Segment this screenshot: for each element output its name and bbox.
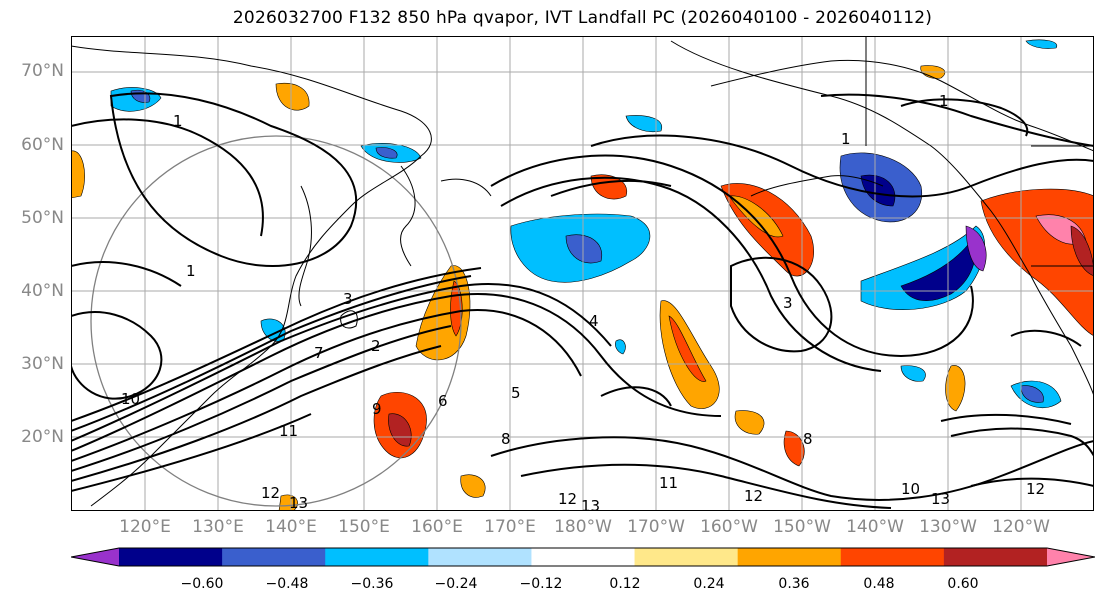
colorbar-outline bbox=[71, 547, 1095, 567]
lon-label-160w: 160°W bbox=[700, 517, 758, 537]
contour-label: 13 bbox=[289, 494, 308, 511]
contour-label: 12 bbox=[261, 484, 280, 502]
positive-anomaly-region bbox=[275, 82, 310, 111]
negative-anomaly-region bbox=[965, 225, 987, 272]
positive-anomaly-region bbox=[460, 474, 486, 498]
colorbar-extend-high bbox=[1047, 548, 1095, 566]
lat-label-50n: 50°N bbox=[21, 208, 64, 228]
colorbar-bin bbox=[737, 548, 842, 566]
contour-label: 4 bbox=[589, 312, 599, 330]
positive-anomaly-region bbox=[278, 494, 298, 511]
positive-anomaly-region bbox=[388, 413, 412, 447]
contour-label: 1 bbox=[186, 262, 196, 280]
colorbar-tick-label: −0.60 bbox=[180, 576, 224, 592]
contour-label: 2 bbox=[371, 337, 381, 355]
lat-label-30n: 30°N bbox=[21, 354, 64, 374]
graticule bbox=[71, 36, 1094, 511]
contour-label: 11 bbox=[279, 422, 298, 440]
colorbar-bin bbox=[222, 548, 326, 566]
colorbar-tick-label: 0.60 bbox=[947, 576, 979, 592]
lon-label-120e: 120°E bbox=[119, 517, 171, 537]
lon-label-120w: 120°W bbox=[992, 517, 1050, 537]
colorbar-tick-label: −0.12 bbox=[519, 576, 563, 592]
lat-label-70n: 70°N bbox=[21, 61, 64, 81]
contour-label: 10 bbox=[901, 480, 920, 498]
contour-label-group: 1 1 1 1 2 3 3 4 5 6 7 8 8 9 10 11 11 12 … bbox=[121, 92, 1045, 511]
positive-anomaly-region bbox=[1070, 225, 1094, 277]
colorbar-tick-label: −0.48 bbox=[265, 576, 309, 592]
colorbar-extend-low bbox=[71, 548, 119, 566]
coastlines bbox=[71, 36, 1094, 507]
contour-label: 3 bbox=[783, 294, 793, 312]
contour-label: 9 bbox=[372, 400, 382, 418]
contour-label: 11 bbox=[659, 474, 678, 492]
contour-label: 13 bbox=[581, 497, 600, 511]
positive-anomaly-region bbox=[945, 365, 966, 412]
negative-anomaly-region bbox=[375, 147, 398, 159]
map-canvas: 1 1 1 1 2 3 3 4 5 6 7 8 8 9 10 11 11 12 … bbox=[71, 36, 1094, 511]
negative-anomaly-region bbox=[1020, 385, 1044, 403]
lon-label-180w: 180°W bbox=[554, 517, 612, 537]
colorbar-bin bbox=[840, 548, 945, 566]
negative-anomaly-region bbox=[615, 339, 626, 355]
colorbar-bin bbox=[119, 548, 223, 566]
lon-label-140e: 140°E bbox=[265, 517, 317, 537]
negative-anomaly-region bbox=[900, 365, 926, 382]
positive-anomaly-region bbox=[71, 150, 85, 199]
contour-label: 7 bbox=[314, 344, 324, 362]
contour-label: 10 bbox=[121, 390, 140, 408]
lon-label-140w: 140°W bbox=[846, 517, 904, 537]
contour-label: 13 bbox=[931, 490, 950, 508]
colorbar-tick-label: 0.36 bbox=[778, 576, 810, 592]
contour-label: 6 bbox=[438, 392, 448, 410]
lon-label-170w: 170°W bbox=[627, 517, 685, 537]
contour-label: 3 bbox=[343, 290, 353, 308]
colorbar-bin bbox=[943, 548, 1048, 566]
colorbar-tick-label: −0.36 bbox=[350, 576, 394, 592]
reference-circle bbox=[90, 135, 462, 507]
colorbar-bin bbox=[531, 548, 636, 566]
colorbar-bin bbox=[428, 548, 532, 566]
ivt-contours bbox=[71, 92, 1094, 509]
lon-label-160e: 160°E bbox=[411, 517, 463, 537]
colorbar-tick-label: 0.24 bbox=[693, 576, 725, 592]
contour-label: 5 bbox=[511, 384, 521, 402]
shading-layer bbox=[71, 39, 1094, 511]
contour-label: 1 bbox=[173, 112, 183, 130]
contour-label: 12 bbox=[558, 490, 577, 508]
lon-label-130w: 130°W bbox=[919, 517, 977, 537]
positive-anomaly-region bbox=[734, 410, 765, 435]
contour-label: 1 bbox=[939, 92, 949, 110]
negative-anomaly-region bbox=[625, 115, 663, 133]
negative-anomaly-region bbox=[1025, 39, 1058, 49]
colorbar-tick-label: −0.24 bbox=[434, 576, 478, 592]
colorbar-tick-label: 0.48 bbox=[863, 576, 895, 592]
lat-label-20n: 20°N bbox=[21, 427, 64, 447]
contour-label: 12 bbox=[744, 487, 763, 505]
contour-label: 8 bbox=[803, 430, 813, 448]
colorbar-tick-label: 0.12 bbox=[609, 576, 641, 592]
contour-label: 8 bbox=[501, 430, 511, 448]
lat-label-40n: 40°N bbox=[21, 281, 64, 301]
contour-label: 1 bbox=[841, 130, 851, 148]
contour-label: 12 bbox=[1026, 480, 1045, 498]
colorbar bbox=[71, 547, 1095, 567]
positive-anomaly-region bbox=[668, 315, 707, 382]
lat-label-60n: 60°N bbox=[21, 135, 64, 155]
lon-label-170e: 170°E bbox=[484, 517, 536, 537]
map-title: 2026032700 F132 850 hPa qvapor, IVT Land… bbox=[232, 8, 933, 28]
colorbar-bin bbox=[325, 548, 429, 566]
lon-label-150w: 150°W bbox=[773, 517, 831, 537]
map-panel: 1 1 1 1 2 3 3 4 5 6 7 8 8 9 10 11 11 12 … bbox=[71, 36, 1094, 511]
colorbar-bin bbox=[634, 548, 739, 566]
positive-anomaly-region bbox=[783, 430, 805, 467]
lon-label-150e: 150°E bbox=[338, 517, 390, 537]
lon-label-130e: 130°E bbox=[192, 517, 244, 537]
